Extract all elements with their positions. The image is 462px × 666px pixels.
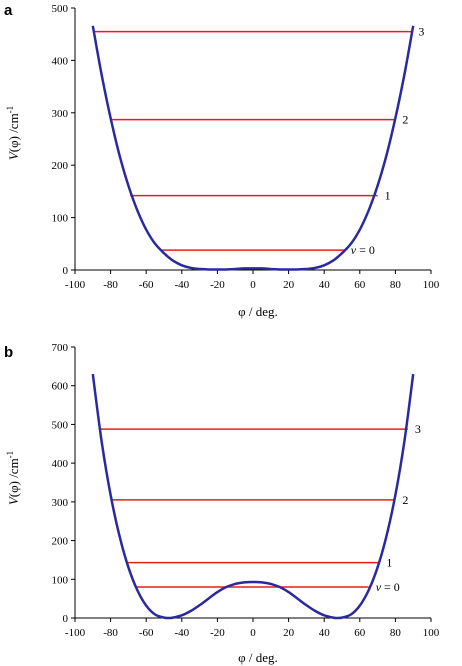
panel-b-x-tick-label: -40 — [174, 627, 189, 639]
panel-b-potential-curve — [91, 373, 415, 620]
panel-a-y-tick-label: 300 — [52, 108, 69, 120]
panel-b-level-label: 3 — [415, 422, 421, 436]
panel-b-x-tick-label: 20 — [283, 627, 295, 639]
panel-b-x-tick-label: -20 — [210, 627, 225, 639]
panel-b-level-label: 2 — [402, 493, 408, 507]
panel-a-potential-curve — [91, 25, 415, 271]
panel-b-x-axis-title: φ / deg. — [238, 650, 278, 665]
panel-b-label: b — [4, 344, 13, 361]
panel-b-y-tick-label: 100 — [52, 574, 69, 586]
panel-a-x-tick-label: 40 — [319, 279, 331, 291]
panel-a-y-tick-label: 500 — [52, 3, 69, 15]
panel-b-x-tick-label: -80 — [103, 627, 118, 639]
panel-b-y-tick-label: 200 — [52, 536, 69, 548]
panel-a-x-tick-label: 80 — [390, 279, 402, 291]
panel-a-x-tick-label: 0 — [250, 279, 256, 291]
panel-a-y-tick-label: 100 — [52, 213, 69, 225]
panel-a-y-tick-label: 200 — [52, 160, 69, 172]
panel-b-x-tick-label: 100 — [423, 627, 440, 639]
panel-a-x-tick-label: 20 — [283, 279, 295, 291]
panel-b-x-tick-label: -60 — [139, 627, 154, 639]
panel-b: b φ / deg. V(φ) /cm-1 -100 -80 -60 -40 -20 0 2… — [4, 342, 440, 665]
panel-b-y-axis-title: V(φ) /cm-1 — [5, 451, 21, 505]
panel-a: a φ / deg. V(φ) /cm-1 -100 -80 -60 -40 -20 0 2… — [4, 2, 440, 319]
panel-b-y-tick-label: 300 — [52, 497, 69, 509]
panel-a-y-tick-label: 400 — [52, 55, 69, 67]
panel-a-level-label: 2 — [402, 113, 408, 127]
panel-b-x-tick-label: -100 — [65, 627, 86, 639]
panel-b-x-tick-label: 0 — [250, 627, 256, 639]
panel-b-y-tick-label: 700 — [52, 342, 69, 354]
panel-a-x-tick-label: -20 — [210, 279, 225, 291]
panel-a-y-tick-label: 0 — [63, 265, 69, 277]
panel-a-level-label: v = 0 — [351, 243, 375, 257]
panel-a-x-tick-label: 100 — [423, 279, 440, 291]
panel-a-x-tick-label: -80 — [103, 279, 118, 291]
panel-a-x-tick-label: 60 — [354, 279, 366, 291]
panel-a-level-label: 3 — [418, 25, 424, 39]
panel-a-x-tick-label: -60 — [139, 279, 154, 291]
panel-b-x-tick-label: 80 — [390, 627, 402, 639]
panel-a-x-tick-label: -40 — [174, 279, 189, 291]
panel-a-level-label: 1 — [385, 189, 391, 203]
panel-a-x-axis-title: φ / deg. — [238, 304, 278, 319]
panel-b-y-tick-label: 600 — [52, 381, 69, 393]
panel-b-x-tick-label: 40 — [319, 627, 331, 639]
panel-a-label: a — [4, 2, 13, 19]
panel-b-y-tick-label: 400 — [52, 458, 69, 470]
panel-b-level-label: 1 — [386, 556, 392, 570]
panel-b-y-tick-label: 0 — [63, 613, 69, 625]
panel-a-y-axis-title: V(φ) /cm-1 — [5, 106, 21, 160]
panel-b-level-label: v = 0 — [376, 580, 400, 594]
panel-a-x-tick-label: -100 — [65, 279, 86, 291]
panel-b-x-tick-label: 60 — [354, 627, 366, 639]
panel-b-y-tick-label: 500 — [52, 419, 69, 431]
